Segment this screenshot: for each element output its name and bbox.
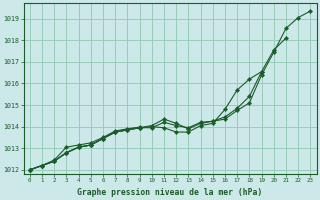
- X-axis label: Graphe pression niveau de la mer (hPa): Graphe pression niveau de la mer (hPa): [77, 188, 263, 197]
